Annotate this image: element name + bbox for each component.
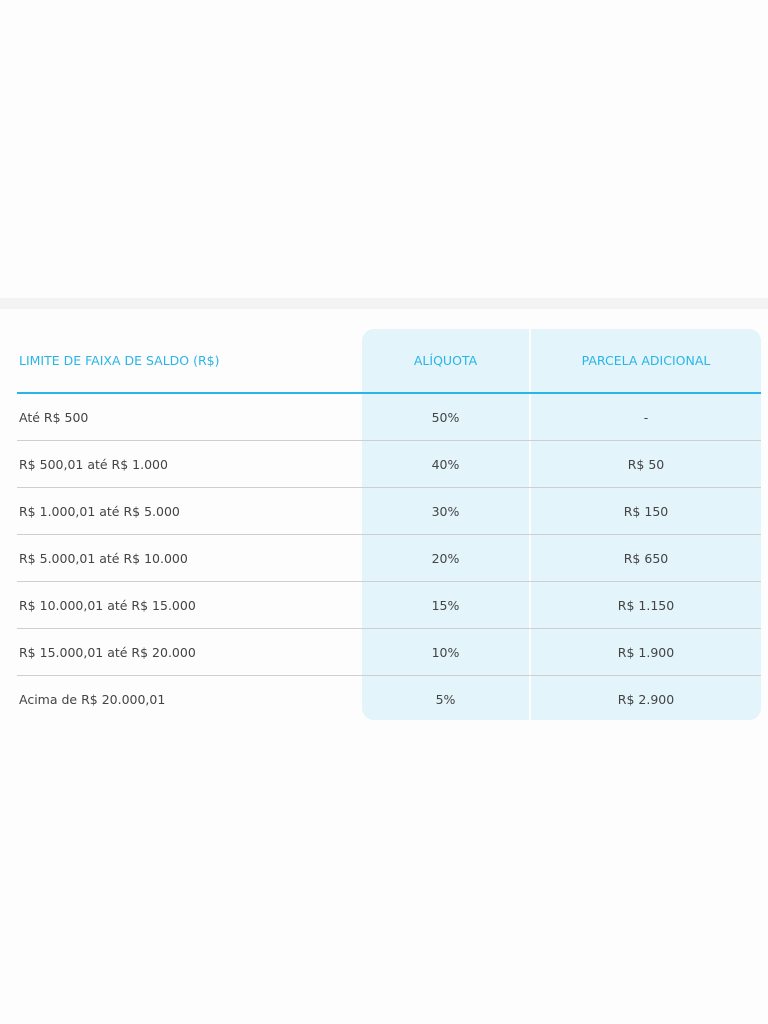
cell-limite: R$ 15.000,01 até R$ 20.000 <box>19 644 196 660</box>
table-row: R$ 1.000,01 até R$ 5.000 30% R$ 150 <box>17 488 761 535</box>
cell-parcela: - <box>643 409 649 425</box>
cell-parcela: R$ 2.900 <box>617 691 675 707</box>
cell-parcela: R$ 1.150 <box>617 597 675 613</box>
cell-aliquota: 5% <box>435 691 456 707</box>
table-row: R$ 10.000,01 até R$ 15.000 15% R$ 1.150 <box>17 582 761 629</box>
header-aliquota: ALÍQUOTA <box>413 353 478 368</box>
top-divider-band <box>0 298 768 309</box>
header-parcela: PARCELA ADICIONAL <box>581 353 711 368</box>
header-limite: LIMITE DE FAIXA DE SALDO (R$) <box>19 353 220 368</box>
parcela-column-highlight <box>531 329 761 720</box>
cell-limite: R$ 1.000,01 até R$ 5.000 <box>19 503 180 519</box>
table-row: R$ 15.000,01 até R$ 20.000 10% R$ 1.900 <box>17 629 761 676</box>
cell-aliquota: 50% <box>431 409 460 425</box>
table-row: R$ 500,01 até R$ 1.000 40% R$ 50 <box>17 441 761 488</box>
cell-limite: R$ 10.000,01 até R$ 15.000 <box>19 597 196 613</box>
cell-parcela: R$ 150 <box>623 503 669 519</box>
cell-aliquota: 20% <box>431 550 460 566</box>
cell-aliquota: 15% <box>431 597 460 613</box>
table-row: Acima de R$ 20.000,01 5% R$ 2.900 <box>17 676 761 722</box>
cell-aliquota: 10% <box>431 644 460 660</box>
table-header: LIMITE DE FAIXA DE SALDO (R$) ALÍQUOTA P… <box>17 329 761 394</box>
cell-parcela: R$ 1.900 <box>617 644 675 660</box>
cell-parcela: R$ 50 <box>627 456 665 472</box>
table-row: R$ 5.000,01 até R$ 10.000 20% R$ 650 <box>17 535 761 582</box>
tax-bracket-table: LIMITE DE FAIXA DE SALDO (R$) ALÍQUOTA P… <box>0 329 761 722</box>
aliquota-column-highlight <box>362 329 529 720</box>
cell-aliquota: 40% <box>431 456 460 472</box>
cell-limite: R$ 5.000,01 até R$ 10.000 <box>19 550 188 566</box>
cell-limite: Acima de R$ 20.000,01 <box>19 691 166 707</box>
cell-limite: R$ 500,01 até R$ 1.000 <box>19 456 168 472</box>
cell-parcela: R$ 650 <box>623 550 669 566</box>
cell-limite: Até R$ 500 <box>19 409 89 425</box>
cell-aliquota: 30% <box>431 503 460 519</box>
table-row: Até R$ 500 50% - <box>17 394 761 441</box>
